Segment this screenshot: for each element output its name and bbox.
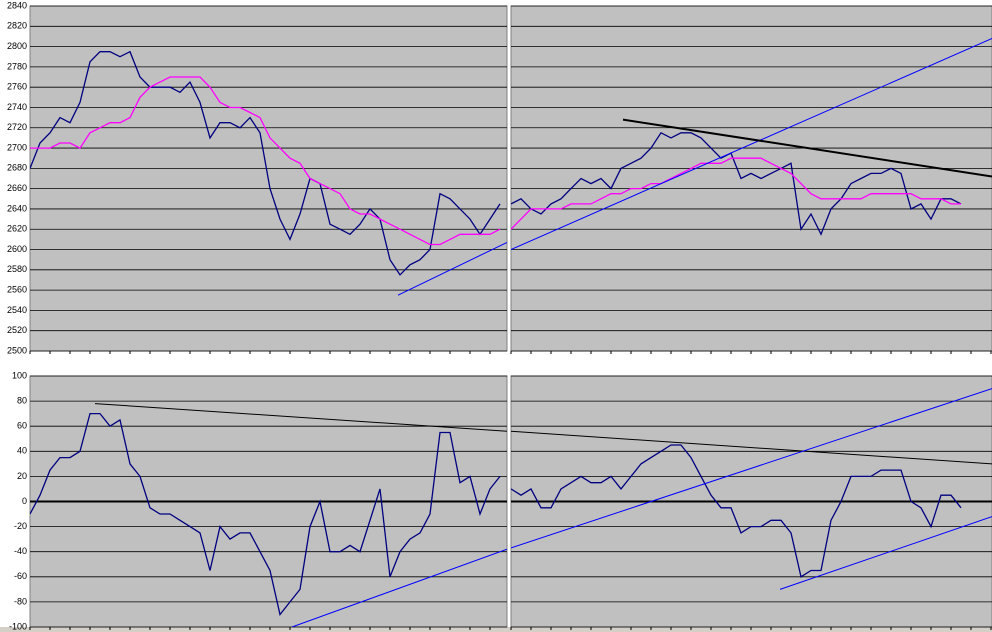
y-tick-label: 2700	[7, 142, 27, 152]
line-series	[511, 38, 992, 250]
series-group	[511, 38, 992, 250]
y-tick-label: 100	[12, 370, 27, 380]
y-tick-label: 2560	[7, 284, 27, 294]
panel: 2500 2520 2540 2560 2580 2600 2620 2640 2660 2680…	[7, 0, 508, 355]
y-tick-label: 2680	[7, 163, 27, 173]
line-series	[511, 388, 992, 549]
y-tick-label: -60	[14, 571, 27, 581]
y-tick-label: 2780	[7, 61, 27, 71]
y-tick-label: -100	[9, 621, 27, 631]
y-tick-label: -40	[14, 546, 27, 556]
y-tick-label: 80	[17, 395, 27, 405]
line-series	[511, 430, 992, 465]
y-tick-label: 2740	[7, 102, 27, 112]
y-tick-label: -80	[14, 596, 27, 606]
sheet-tabs	[0, 627, 992, 632]
line-series	[30, 76, 501, 246]
line-series	[622, 118, 992, 178]
y-tick-label: 2520	[7, 325, 27, 335]
y-tick-label: 2580	[7, 264, 27, 274]
line-series	[511, 131, 962, 236]
y-tick-label: -20	[14, 521, 27, 531]
panel	[510, 5, 992, 354]
line-series	[511, 157, 961, 230]
line-series	[291, 548, 507, 627]
panel	[510, 375, 992, 630]
line-series	[779, 516, 992, 590]
line-series	[511, 444, 962, 578]
y-tick-label: 2500	[7, 345, 27, 355]
series-group	[30, 50, 507, 296]
y-tick-label: 2720	[7, 122, 27, 132]
y-tick-label: 20	[17, 471, 27, 481]
y-tick-label: 2620	[7, 224, 27, 234]
y-tick-label: 2660	[7, 183, 27, 193]
plot-area	[510, 5, 992, 352]
line-series	[30, 50, 501, 276]
y-tick-label: 2820	[7, 21, 27, 31]
series-group	[511, 388, 992, 590]
y-tick-label: 2840	[7, 0, 27, 10]
y-tick-label: 0	[22, 496, 27, 506]
y-tick-label: 2640	[7, 203, 27, 213]
panel: -100 -80 -60 -40 -20 0 20 40 60 80 100	[9, 370, 508, 631]
y-tick-label: 60	[17, 421, 27, 431]
y-tick-label: 40	[17, 446, 27, 456]
y-tick-label: 2760	[7, 82, 27, 92]
y-tick-label: 2600	[7, 244, 27, 254]
line-series	[30, 412, 501, 616]
y-tick-label: 2800	[7, 41, 27, 51]
series-group	[30, 403, 507, 627]
line-series	[94, 403, 507, 432]
line-series	[397, 241, 507, 296]
y-tick-label: 2540	[7, 305, 27, 315]
